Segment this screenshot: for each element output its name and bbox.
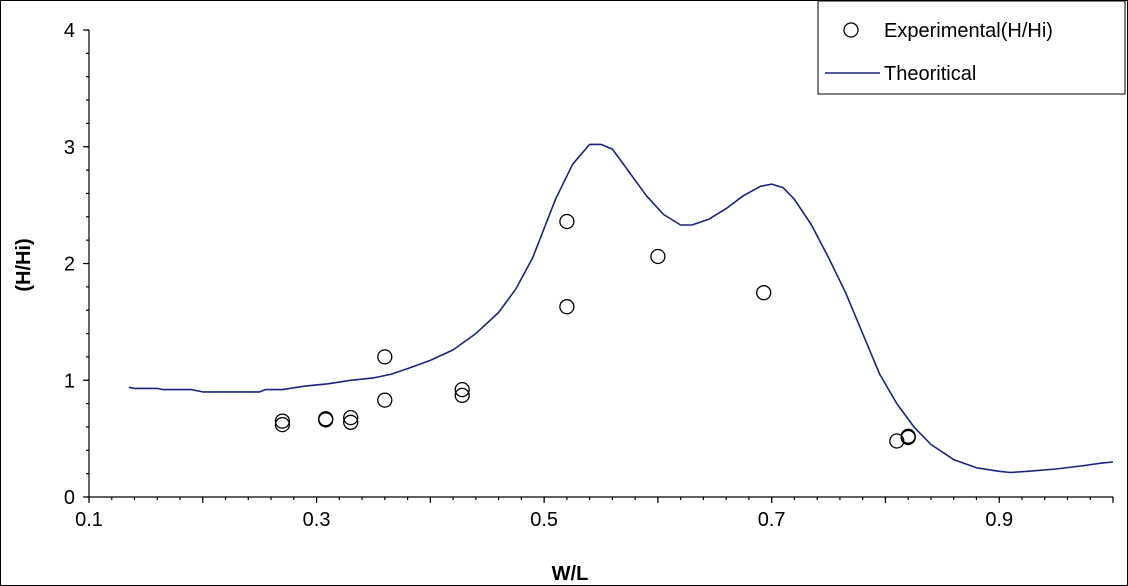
y-tick-label: 1 [64,370,75,392]
x-tick-label: 0.1 [75,509,103,531]
legend-experimental-label: Experimental(H/Hi) [884,20,1053,42]
y-tick-label: 0 [64,487,75,509]
x-ticks: 0.1 0.3 0.5 0.7 0.9 [75,497,1114,531]
data-point-experimental [343,414,359,430]
x-tick-label: 0.9 [985,509,1013,531]
data-point-experimental [274,413,291,429]
legend-box [817,0,1126,95]
data-point-experimental [274,416,291,433]
x-tick-label: 0.7 [758,509,786,531]
x-axis-title: W/L [552,563,589,585]
y-tick-label: 3 [64,137,75,159]
data-point-experimental [756,285,772,301]
legend-experimental-marker [843,22,859,38]
x-tick-label: 0.5 [530,509,558,531]
y-axis-title: (H/Hi) [13,238,35,291]
data-point-experimental [343,409,359,426]
data-point-experimental [650,248,666,265]
legend-theoretical-label: Theoritical [884,63,976,85]
data-point-experimental [454,381,470,398]
data-point-experimental [900,429,916,446]
data-point-experimental [377,392,393,408]
x-tick-label: 0.3 [303,509,331,531]
data-point-experimental [559,299,575,315]
series-layer [128,143,1114,474]
legend: Experimental(H/Hi) Theoritical [817,0,1126,95]
data-point-experimental [377,349,393,365]
data-point-experimental [454,387,470,404]
data-point-experimental [559,213,575,230]
data-point-experimental [318,412,334,428]
y-tick-label: 4 [64,20,75,42]
y-tick-label: 2 [64,254,75,276]
series-line-theoritical [128,143,1114,474]
